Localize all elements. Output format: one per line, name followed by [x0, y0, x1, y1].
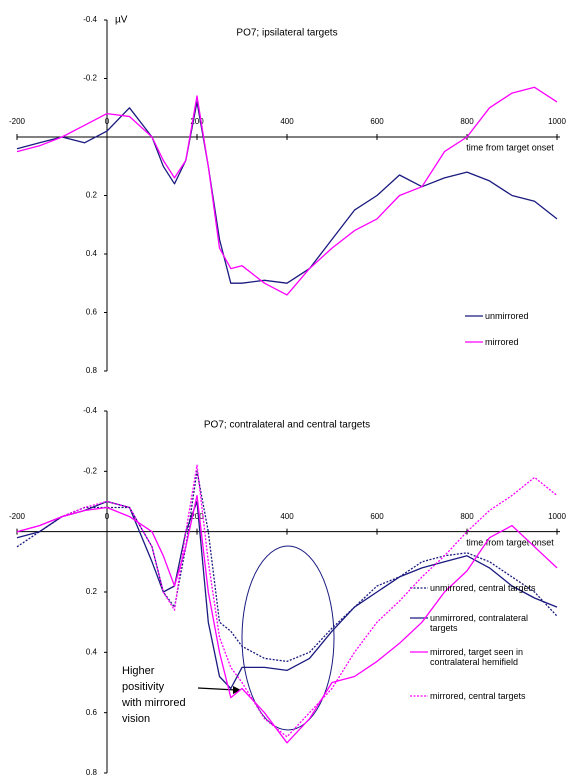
chart-title: PO7; ipsilateral targets	[236, 28, 337, 39]
legend-label: mirrored, target seen in contralateral h…	[430, 647, 524, 667]
x-tick-label: -200	[9, 512, 26, 521]
x-tick-label: 400	[280, 512, 294, 521]
y-tick-label: 0.6	[86, 708, 98, 717]
series-line	[16, 101, 558, 284]
x-tick-label: 600	[370, 512, 384, 521]
highlight-ellipse	[241, 545, 335, 731]
arrow-head	[233, 686, 241, 694]
legend-label: unmirrored, contralateral targets	[430, 613, 529, 633]
x-tick-label: -200	[9, 117, 26, 126]
y-tick-label: 0.4	[86, 647, 98, 656]
annotation: with mirrored	[121, 697, 186, 709]
y-tick-label: -0.4	[83, 15, 97, 24]
x-tick-label: 1000	[548, 117, 566, 126]
arrow	[197, 687, 237, 691]
legend-label: mirrored, central targets	[430, 691, 526, 701]
x-tick-label: 200	[190, 117, 204, 126]
y-tick-label: 0.8	[86, 366, 98, 375]
y-tick-label: 0.2	[86, 587, 98, 596]
series-line	[16, 494, 558, 744]
series-line	[16, 86, 558, 296]
y-tick-label: 0.6	[86, 308, 98, 317]
x-tick-label: 800	[460, 117, 474, 126]
chart-title: PO7; contralateral and central targets	[204, 420, 370, 431]
legend-label: unmirrored	[485, 311, 529, 321]
y-tick-label: -0.2	[83, 466, 97, 475]
x-tick-label: 1000	[548, 512, 566, 521]
x-tick-label: 0	[105, 512, 110, 521]
series-line	[16, 464, 558, 738]
x-tick-label: 200	[190, 512, 204, 521]
legend-label: mirrored	[485, 337, 519, 347]
x-tick-label: 800	[460, 512, 474, 521]
y-tick-label: 0.4	[86, 249, 98, 258]
series-line	[16, 470, 558, 663]
x-axis-label: time from target onset	[466, 537, 554, 547]
series-line	[16, 500, 558, 690]
x-tick-label: 600	[370, 117, 384, 126]
y-tick-label: 0.8	[86, 768, 98, 776]
y-tick-label: -0.2	[83, 74, 97, 83]
legend-label: unmirrored, central targets	[430, 583, 536, 593]
x-tick-label: 400	[280, 117, 294, 126]
annotation: Higher	[122, 665, 155, 677]
annotation: positivity	[122, 681, 165, 693]
x-axis-label: time from target onset	[466, 142, 554, 152]
annotation: vision	[122, 713, 150, 725]
x-tick-label: 0	[105, 117, 110, 126]
y-unit: µV	[115, 15, 128, 26]
y-tick-label: 0.2	[86, 191, 98, 200]
y-tick-label: -0.4	[83, 406, 97, 415]
